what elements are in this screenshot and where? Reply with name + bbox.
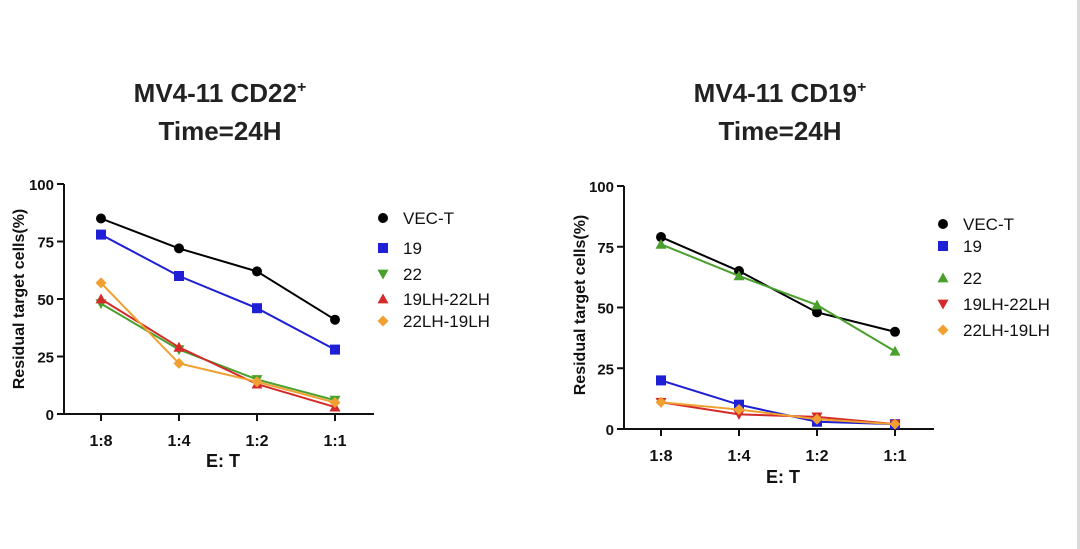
y-tick-label: 75 — [597, 240, 614, 257]
legend-label-VEC-T: VEC-T — [403, 209, 454, 228]
x-tick-label: 1:4 — [727, 448, 750, 465]
legend-label-22: 22 — [403, 265, 422, 284]
data-point-22LH-19LH-1:1 — [329, 397, 341, 408]
legend-marker-19 — [378, 243, 388, 253]
data-point-22-1:4 — [733, 270, 745, 281]
y-tick-label: 0 — [606, 422, 614, 439]
x-axis-label: E: T — [766, 467, 800, 487]
data-point-22LH-19LH-1:4 — [173, 357, 185, 369]
y-tick-label: 0 — [46, 407, 54, 424]
y-axis-label: Residual target cells(%) — [572, 215, 589, 396]
series-line-19LH-22LH — [660, 401, 896, 426]
series-line-22 — [660, 243, 896, 353]
chart-title-superscript: + — [296, 79, 307, 96]
series-line-19 — [100, 233, 336, 351]
data-point-19-1:8 — [656, 375, 666, 386]
data-point-22-1:8 — [655, 238, 667, 249]
data-point-22LH-19LH-1:8 — [95, 277, 107, 289]
y-tick-label: 25 — [37, 350, 54, 367]
legend-marker-19 — [938, 241, 948, 251]
legend-marker-22 — [937, 272, 949, 283]
data-point-VEC-T-1:1 — [330, 314, 340, 325]
x-tick-label: 1:1 — [323, 433, 346, 450]
legend-marker-22LH-19LH — [937, 324, 949, 336]
chart-title-text: MV4-11 CD19 — [693, 78, 857, 108]
data-point-22LH-19LH-1:2 — [251, 376, 263, 388]
x-tick-label: 1:8 — [89, 433, 112, 450]
data-point-22-1:2 — [811, 299, 823, 310]
data-point-19LH-22LH-1:8 — [95, 293, 107, 304]
x-tick-label: 1:8 — [649, 448, 672, 465]
data-point-22LH-19LH-1:2 — [811, 413, 823, 425]
legend-label-VEC-T: VEC-T — [963, 215, 1014, 234]
y-tick-label: 100 — [589, 179, 614, 196]
y-axis-label: Residual target cells(%) — [11, 209, 28, 390]
data-point-19-1:2 — [252, 303, 262, 314]
data-point-19-1:4 — [174, 271, 184, 281]
data-point-22LH-19LH-1:4 — [733, 404, 745, 416]
legend-marker-19LH-22LH — [937, 299, 949, 310]
chart-title: MV4-11 CD22+ Time=24H — [60, 74, 380, 150]
x-tick-label: 1:1 — [883, 448, 906, 465]
legend-label-19: 19 — [963, 237, 982, 256]
data-point-VEC-T-1:1 — [890, 326, 900, 337]
series-line-19 — [660, 379, 896, 426]
series-line-VEC-T — [100, 217, 336, 321]
data-point-VEC-T-1:8 — [656, 232, 666, 243]
legend-label-22LH-19LH: 22LH-19LH — [963, 321, 1050, 340]
legend-marker-19LH-22LH — [377, 293, 389, 304]
y-tick-label: 50 — [597, 301, 614, 318]
data-point-VEC-T-1:2 — [812, 307, 822, 318]
data-point-VEC-T-1:8 — [96, 213, 106, 224]
series-line-22LH-19LH — [100, 282, 336, 404]
chart-cd22: 0 25 50 75 100 1:8 1:4 1:2 1:1 E: T Residual targe… — [11, 177, 490, 471]
x-tick-label: 1:2 — [245, 433, 268, 450]
y-tick-label: 75 — [37, 235, 54, 252]
x-tick-label: 1:2 — [805, 448, 828, 465]
chart-cd19: 0 25 50 75 100 1:8 1:4 1:2 1:1 E: T Residual targe… — [572, 179, 1050, 487]
data-point-22LH-19LH-1:1 — [889, 418, 901, 430]
legend-marker-VEC-T — [938, 219, 948, 229]
x-tick-label: 1:4 — [167, 433, 190, 450]
y-tick-label: 100 — [29, 177, 54, 194]
chart-title-superscript: + — [856, 79, 867, 96]
x-axis-label: E: T — [206, 451, 240, 471]
legend-label-22LH-19LH: 22LH-19LH — [403, 312, 490, 331]
legend-marker-22 — [377, 269, 389, 280]
y-tick-label: 50 — [37, 292, 54, 309]
y-tick-label: 25 — [597, 361, 614, 378]
legend-label-19LH-22LH: 19LH-22LH — [403, 290, 490, 309]
data-point-22LH-19LH-1:8 — [655, 396, 667, 408]
data-point-VEC-T-1:4 — [174, 243, 184, 254]
series-line-VEC-T — [660, 236, 896, 333]
legend-label-19: 19 — [403, 239, 422, 258]
series-line-22LH-19LH — [660, 401, 896, 426]
chart-panel-cd22: MV4-11 CD22+ Time=24H 0 25 50 75 100 1:8 1:4 1:… — [11, 74, 490, 471]
chart-title-text: MV4-11 CD22 — [133, 78, 297, 108]
chart-subtitle: Time=24H — [718, 116, 842, 146]
legend-marker-22LH-19LH — [377, 315, 389, 327]
data-point-19-1:8 — [96, 229, 106, 240]
legend-label-19LH-22LH: 19LH-22LH — [963, 295, 1050, 314]
chart-panel-cd19: MV4-11 CD19+ Time=24H 0 25 50 75 100 1:8 1:4 1:… — [560, 0, 1080, 549]
data-point-19LH-22LH-1:4 — [173, 341, 185, 352]
legend-label-22: 22 — [963, 269, 982, 288]
chart-subtitle: Time=24H — [158, 116, 282, 146]
chart-title: MV4-11 CD19+ Time=24H — [620, 74, 940, 150]
window-edge — [1077, 0, 1080, 549]
data-point-VEC-T-1:2 — [252, 266, 262, 277]
legend-marker-VEC-T — [378, 213, 388, 223]
series-line-22 — [100, 302, 336, 402]
data-point-22-1:1 — [889, 345, 901, 356]
data-point-19-1:1 — [330, 344, 340, 355]
